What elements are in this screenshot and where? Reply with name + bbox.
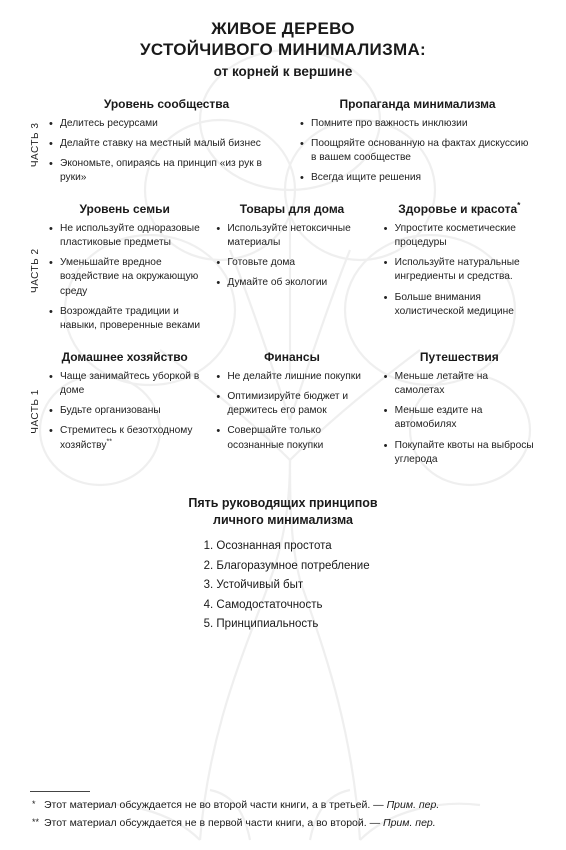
principles-title-l2: личного минимализма [213,513,353,527]
principles-title-l1: Пять руководящих принципов [188,496,377,510]
list-item: Всегда ищите решения [299,171,536,185]
part1-col-2-list: Меньше летайте на самолетах Меньше ездите… [383,370,536,468]
part2-label: ЧАСТЬ 2 [30,202,48,340]
principles-title: Пять руководящих принципов личного миним… [30,495,536,529]
part2-col-2: Здоровье и красота* Упростите косметическ… [383,202,536,340]
title-line2: УСТОЙЧИВОГО МИНИМАЛИЗМА: [30,39,536,60]
part1-col-0-title: Домашнее хозяйство [48,350,201,364]
part2-col-1: Товары для дома Используйте нетоксичные м… [215,202,368,340]
list-item: Уменьшайте вредное воздействие на окружа… [48,256,201,299]
list-item: Делитесь ресурсами [48,117,285,131]
principle-item: Принципиальность [216,615,369,635]
part3-col-1-list: Помните про важность инклюзии Поощряйте о… [299,117,536,186]
part1-col-1-title: Финансы [215,350,368,364]
principles-list: Осознанная простотаБлагоразумное потребл… [196,537,369,635]
page-content: ЖИВОЕ ДЕРЕВО УСТОЙЧИВОГО МИНИМАЛИЗМА: от… [0,0,566,635]
part2-col-1-title: Товары для дома [215,202,368,216]
part3-label: ЧАСТЬ 3 [30,97,48,192]
list-item: Не используйте одноразовые пластиковые п… [48,222,201,251]
part1-columns: Домашнее хозяйство Чаще занимайтесь уборк… [48,350,536,474]
list-item: Меньше летайте на самолетах [383,370,536,399]
part2-col-0-title: Уровень семьи [48,202,201,216]
list-item: Оптимизируйте бюджет и держитесь его рам… [215,390,368,419]
list-item: Меньше ездите на автомобилях [383,404,536,433]
list-item: Чаще занимайтесь уборкой в доме [48,370,201,399]
footnote-tail: Прим. пер. [383,817,436,829]
part1-col-0-list: Чаще занимайтесь уборкой в доме Будьте ор… [48,370,201,453]
list-item: Поощряйте основанную на фактах дискуссию… [299,137,536,166]
list-item: Упростите косметические процедуры [383,222,536,251]
principle-item: Благоразумное потребление [216,557,369,577]
part2-col-1-list: Используйте нетоксичные материалы Готовьт… [215,222,368,291]
subtitle: от корней к вершине [30,64,536,79]
list-item: Делайте ставку на местный малый бизнес [48,137,285,151]
part2-col-2-title: Здоровье и красота* [383,202,536,216]
list-item: Покупайте квоты на выбросы углерода [383,439,536,468]
part1-col-0: Домашнее хозяйство Чаще занимайтесь уборк… [48,350,201,474]
title-block: ЖИВОЕ ДЕРЕВО УСТОЙЧИВОГО МИНИМАЛИЗМА: от… [30,18,536,79]
footnote-text: Этот материал обсуждается не во второй ч… [44,799,387,811]
principle-item: Осознанная простота [216,537,369,557]
part3-row: ЧАСТЬ 3 Уровень сообщества Делитесь ресур… [30,97,536,192]
part2-row: ЧАСТЬ 2 Уровень семьи Не используйте одно… [30,202,536,340]
list-item: Помните про важность инклюзии [299,117,536,131]
list-item: Стремитесь к безотходному хозяйству** [48,424,201,453]
list-item: Думайте об экологии [215,276,368,290]
principle-item: Устойчивый быт [216,576,369,596]
footnote-text: Этот материал обсуждается не в первой ча… [44,817,383,829]
principles-block: Пять руководящих принципов личного миним… [30,495,536,634]
list-item: Совершайте только осознанные покупки [215,424,368,453]
title-sup: * [517,200,520,210]
part2-columns: Уровень семьи Не используйте одноразовые … [48,202,536,340]
part1-col-2-title: Путешествия [383,350,536,364]
footnote: ** Этот материал обсуждается не в первой … [30,816,536,831]
list-item: Экономьте, опираясь на принцип «из рук в… [48,157,285,186]
part3-col-0-title: Уровень сообщества [48,97,285,111]
list-item: Используйте натуральные ингредиенты и ср… [383,256,536,285]
footnote-rule [30,791,90,792]
item-sup: ** [106,437,112,445]
list-item: Используйте нетоксичные материалы [215,222,368,251]
part1-row: ЧАСТЬ 1 Домашнее хозяйство Чаще занимайте… [30,350,536,474]
list-item: Возрождайте традиции и навыки, проверенн… [48,305,201,334]
part1-label: ЧАСТЬ 1 [30,350,48,474]
title-line1: ЖИВОЕ ДЕРЕВО [30,18,536,39]
part3-columns: Уровень сообщества Делитесь ресурсами Дела… [48,97,536,192]
part3-col-1-title: Пропаганда минимализма [299,97,536,111]
footnotes: * Этот материал обсуждается не во второй … [30,791,536,834]
part1-col-2: ПутешествияМеньше летайте на самолетахМе… [383,350,536,474]
list-item: Не делайте лишние покупки [215,370,368,384]
part3-col-1: Пропаганда минимализма Помните про важнос… [299,97,536,192]
footnote-marker: ** [32,816,39,829]
list-item: Больше внимания холистической медицине [383,291,536,320]
part2-col-0: Уровень семьи Не используйте одноразовые … [48,202,201,340]
part1-col-1: Финансы Не делайте лишние покупки Оптимизи… [215,350,368,474]
part3-col-0-list: Делитесь ресурсами Делайте ставку на мест… [48,117,285,186]
principle-item: Самодостаточность [216,596,369,616]
footnote: * Этот материал обсуждается не во второй … [30,798,536,813]
footnote-tail: Прим. пер. [387,799,440,811]
list-item: Готовьте дома [215,256,368,270]
part1-col-1-list: Не делайте лишние покупки Оптимизируйте б… [215,370,368,453]
part2-col-0-list: Не используйте одноразовые пластиковые п… [48,222,201,334]
part2-col-2-list: Упростите косметические процедуры Использ… [383,222,536,320]
list-item: Будьте организованы [48,404,201,418]
part3-col-0: Уровень сообщества Делитесь ресурсами Дела… [48,97,285,192]
footnote-marker: * [32,798,36,811]
